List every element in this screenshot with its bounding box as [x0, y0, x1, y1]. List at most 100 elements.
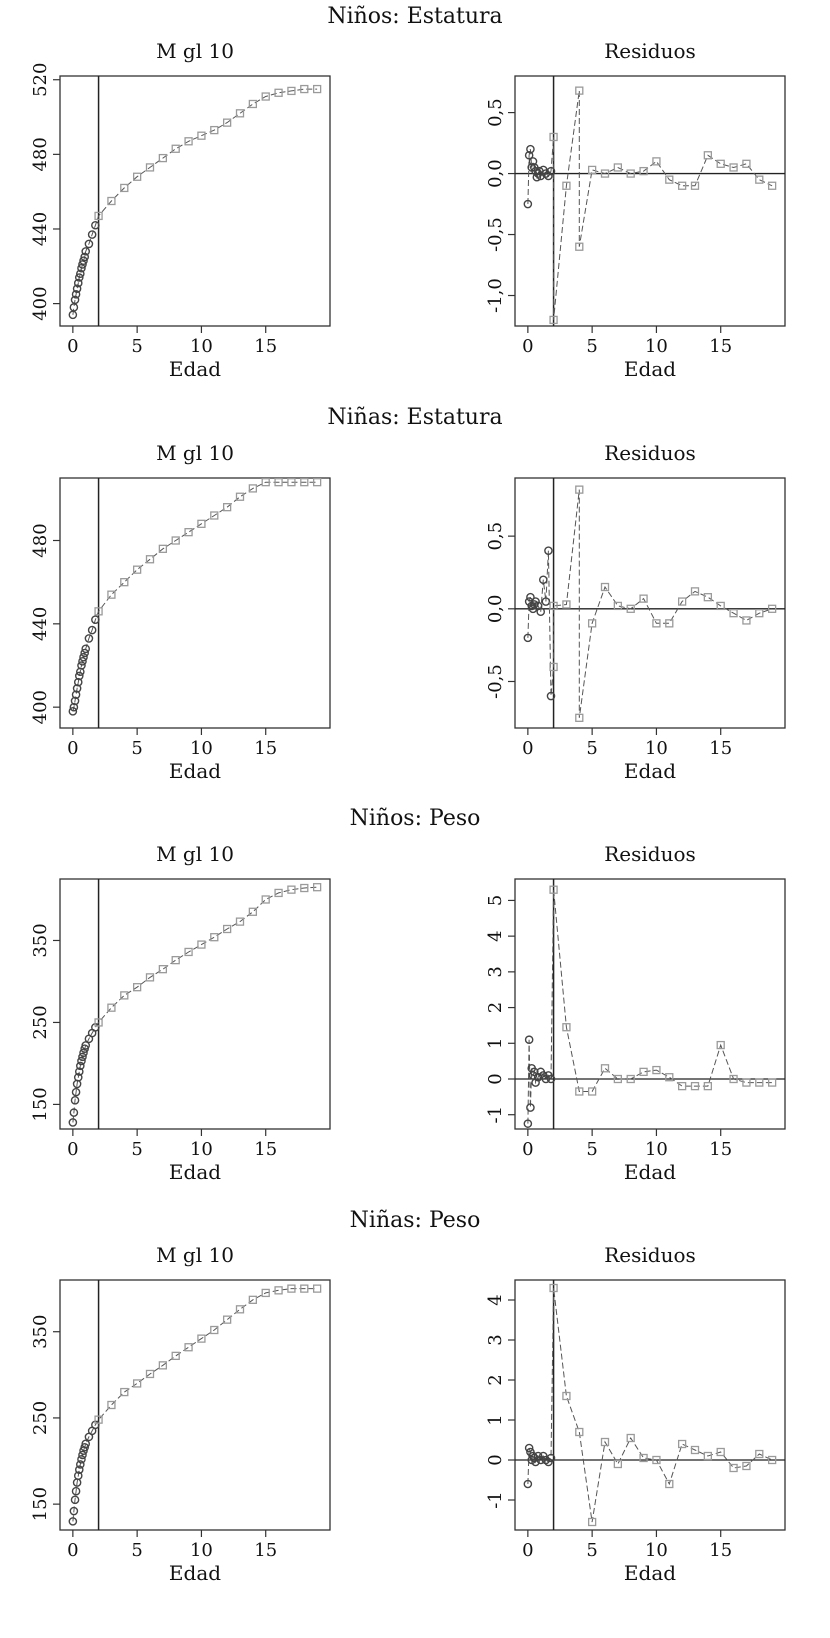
data-point: [767, 1078, 777, 1087]
x-tick-label: 10: [190, 1540, 213, 1561]
chart-title: Residuos: [604, 441, 696, 465]
chart-panel: M gl 10 0 5 10 15 Edad 150 250 350: [30, 1243, 331, 1585]
plot-frame: [59, 75, 331, 327]
x-tick-label: 15: [709, 1139, 732, 1160]
y-tick-label: 350: [30, 1315, 51, 1349]
data-point: [77, 1455, 86, 1464]
data-point: [87, 625, 97, 635]
chart-panel: M gl 10 0 5 10 15 Edad 400 440 480 520: [30, 39, 331, 381]
y-tick-label: -0,5: [485, 217, 506, 252]
plot-frame: [514, 1279, 786, 1531]
series-line: [72, 1288, 318, 1522]
data-point: [729, 1463, 738, 1473]
series-line: [527, 489, 773, 718]
data-point: [74, 1465, 84, 1474]
data-point: [274, 88, 283, 97]
data-point: [524, 150, 534, 160]
data-point: [716, 1040, 725, 1050]
data-point: [73, 278, 83, 288]
data-point: [158, 153, 168, 163]
data-point: [197, 131, 206, 140]
data-point: [549, 601, 558, 611]
data-point: [287, 1284, 296, 1293]
data-point: [575, 485, 584, 494]
data-point: [107, 1003, 116, 1012]
x-tick-label: 5: [131, 336, 142, 357]
data-point: [690, 1445, 700, 1455]
data-point: [71, 690, 81, 699]
data-point: [184, 1343, 193, 1352]
data-point: [78, 1450, 87, 1460]
data-point: [541, 1455, 551, 1465]
data-point: [312, 478, 322, 487]
data-point: [91, 220, 100, 230]
data-point: [526, 592, 535, 602]
x-tick-label: 0: [67, 738, 78, 759]
data-point: [287, 86, 296, 96]
data-point: [158, 544, 168, 553]
data-point: [677, 1439, 687, 1449]
y-tick-label: 250: [30, 1401, 51, 1435]
data-point: [81, 644, 91, 654]
chart-panel: M gl 10 0 5 10 15 Edad 150 250 350: [30, 842, 331, 1184]
data-point: [549, 315, 558, 325]
data-point: [73, 677, 83, 687]
x-tick-label: 0: [67, 1540, 78, 1561]
data-point: [562, 1023, 571, 1032]
data-point: [132, 1379, 142, 1388]
series-line: [527, 90, 773, 320]
chart-panel: Residuos 0 5 10 15 Edad -1 0 1 2 3 4 5: [485, 842, 786, 1184]
y-tick-label: -0,5: [485, 664, 506, 699]
data-point: [703, 1451, 713, 1461]
x-axis-label: Edad: [624, 759, 676, 783]
x-tick-label: 10: [645, 738, 668, 759]
group-title-ninos-peso: Niños: Peso: [349, 806, 481, 831]
series-line: [72, 481, 318, 712]
x-tick-label: 15: [709, 738, 732, 759]
data-point: [81, 1439, 91, 1449]
chart-title: Residuos: [604, 842, 696, 866]
y-tick-label: -1,0: [485, 278, 506, 313]
data-point: [562, 600, 571, 609]
data-point: [287, 478, 296, 487]
data-point: [677, 597, 687, 606]
data-point: [626, 1074, 635, 1084]
data-point: [69, 702, 79, 712]
data-point: [767, 604, 777, 613]
data-point: [742, 1461, 751, 1471]
data-point: [703, 593, 713, 602]
data-point: [546, 691, 556, 701]
data-point: [575, 1427, 584, 1437]
y-tick-label: 440: [30, 607, 51, 641]
data-point: [70, 696, 80, 706]
data-point: [716, 159, 725, 168]
data-point: [300, 84, 309, 94]
x-axis-label: Edad: [624, 1561, 676, 1585]
data-point: [639, 166, 648, 176]
data-point: [70, 1495, 80, 1505]
data-point: [677, 1081, 687, 1091]
x-tick-label: 5: [586, 1139, 597, 1160]
data-point: [91, 615, 100, 624]
data-point: [639, 1067, 648, 1077]
y-tick-label: 150: [30, 1087, 51, 1121]
x-axis-label: Edad: [169, 1160, 221, 1184]
data-point: [600, 582, 610, 592]
data-point: [549, 885, 558, 894]
data-point: [235, 109, 245, 118]
data-point: [70, 1096, 80, 1105]
data-point: [546, 1074, 556, 1084]
chart-title: M gl 10: [156, 39, 234, 63]
data-point: [94, 211, 103, 221]
data-point: [544, 171, 553, 181]
data-point: [575, 713, 584, 722]
data-point: [73, 1073, 83, 1082]
data-point: [549, 1283, 558, 1293]
y-tick-label: 480: [30, 523, 51, 557]
data-point: [74, 671, 84, 681]
data-point: [546, 1453, 556, 1463]
data-point: [222, 503, 232, 512]
chart-panel: Residuos 0 5 10 15 Edad -1 0 1 2 3 4: [485, 1243, 786, 1585]
data-point: [767, 181, 777, 190]
data-point: [197, 940, 206, 949]
